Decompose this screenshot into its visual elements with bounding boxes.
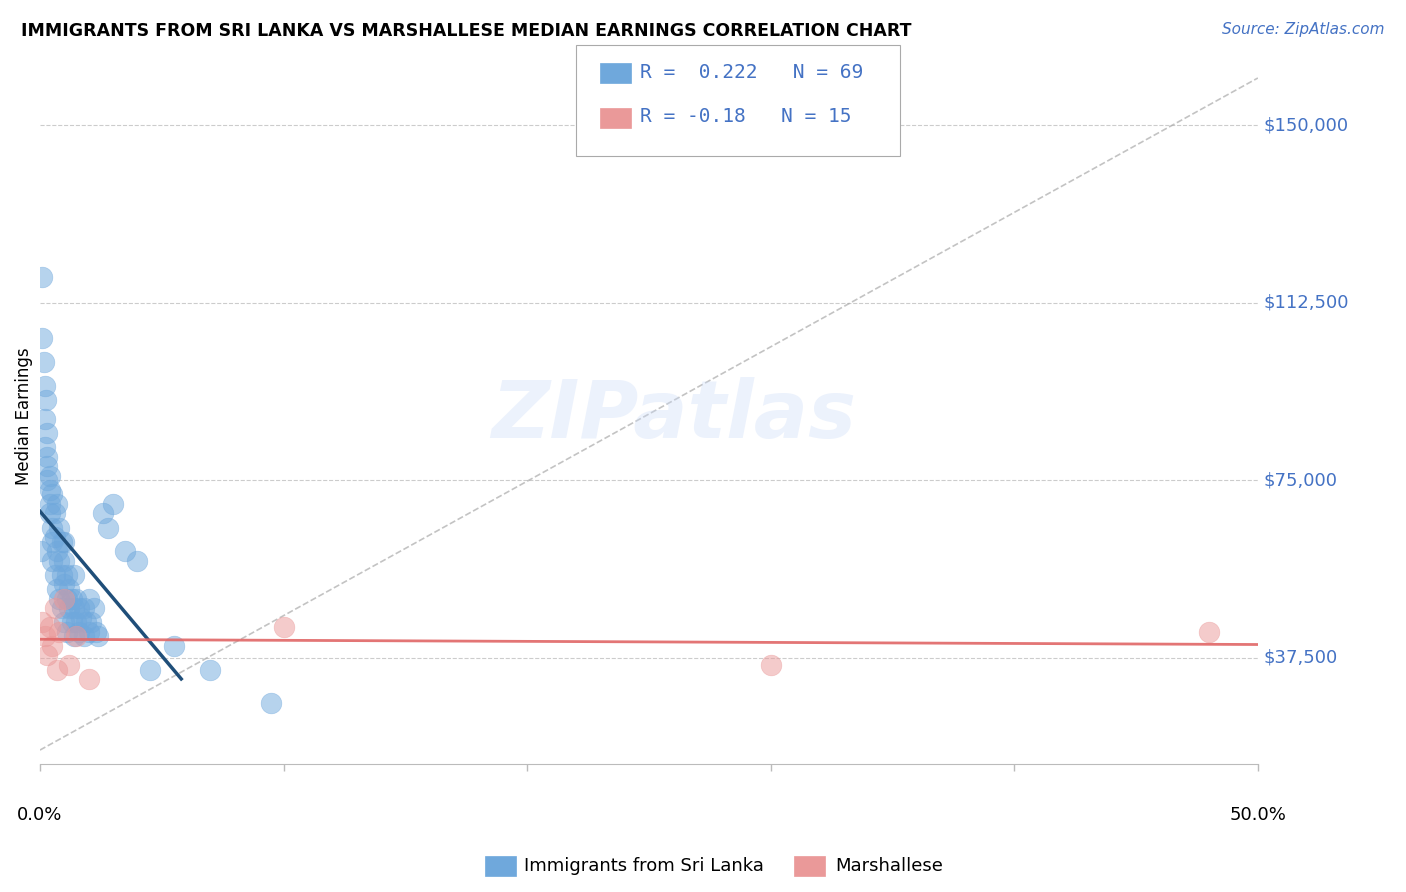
Point [41,521,63,535]
Point [48,624,70,639]
Point [38,507,60,521]
Point [55,591,77,606]
Point [55,624,77,639]
Point [73,630,96,644]
Point [38,497,60,511]
Point [58,601,80,615]
Point [80,615,103,630]
Point [53,554,76,568]
Point [65,615,87,630]
Point [41,639,63,653]
Point [53,591,76,606]
Text: Immigrants from Sri Lanka: Immigrants from Sri Lanka [524,857,765,875]
Point [48,521,70,535]
Point [30,544,52,558]
Point [114,544,136,558]
Point [34,440,56,454]
Point [67,624,90,639]
Point [97,521,120,535]
Point [77,672,100,686]
Point [46,544,69,558]
Point [38,468,60,483]
Text: 50.0%: 50.0% [1229,806,1286,824]
Point [46,582,69,596]
Point [127,554,149,568]
Point [51,568,73,582]
Point [91,507,114,521]
Point [70,610,93,624]
Point [138,663,160,677]
Point [37,425,59,440]
Point [37,459,59,474]
Point [44,568,66,582]
Point [46,663,69,677]
Point [38,483,60,497]
Point [58,657,80,672]
Point [759,657,782,672]
Text: ZIPatlas: ZIPatlas [491,377,856,456]
Point [101,497,124,511]
Point [37,450,59,464]
Point [31,269,53,284]
Text: R = -0.18   N = 15: R = -0.18 N = 15 [640,107,851,127]
Point [200,663,222,677]
Point [48,554,70,568]
Text: $112,500: $112,500 [1264,293,1350,312]
Point [48,591,70,606]
Point [84,624,107,639]
Point [53,615,76,630]
Point [55,568,77,582]
Point [34,378,56,392]
Point [41,554,63,568]
Point [83,601,105,615]
Point [63,601,86,615]
Point [60,591,83,606]
Point [44,530,66,544]
Point [60,615,83,630]
Point [35,392,58,407]
Text: $37,500: $37,500 [1264,648,1339,667]
Point [51,601,73,615]
Point [34,630,56,644]
Point [260,696,283,710]
Point [53,534,76,549]
Point [41,487,63,501]
Point [32,355,55,369]
Point [1198,624,1220,639]
Point [41,534,63,549]
Point [87,630,110,644]
Point [77,624,100,639]
Point [31,331,53,345]
Point [58,582,80,596]
Point [75,615,97,630]
Point [44,601,66,615]
Point [273,620,295,634]
Point [53,577,76,591]
Y-axis label: Median Earnings: Median Earnings [15,348,32,485]
Point [34,411,56,425]
Text: Marshallese: Marshallese [835,857,943,875]
Point [51,534,73,549]
Point [63,630,86,644]
Text: $150,000: $150,000 [1264,116,1350,135]
Text: Source: ZipAtlas.com: Source: ZipAtlas.com [1222,22,1385,37]
Point [65,630,87,644]
Text: $75,000: $75,000 [1264,471,1339,490]
Point [73,601,96,615]
Point [67,601,90,615]
Text: R =  0.222   N = 69: R = 0.222 N = 69 [640,62,863,82]
Point [38,620,60,634]
Point [63,568,86,582]
Point [37,473,59,487]
Text: 0.0%: 0.0% [17,806,63,824]
Point [46,497,69,511]
Point [65,591,87,606]
Point [163,639,186,653]
Point [37,648,59,663]
Text: IMMIGRANTS FROM SRI LANKA VS MARSHALLESE MEDIAN EARNINGS CORRELATION CHART: IMMIGRANTS FROM SRI LANKA VS MARSHALLESE… [21,22,911,40]
Point [31,615,53,630]
Point [77,591,100,606]
Point [44,507,66,521]
